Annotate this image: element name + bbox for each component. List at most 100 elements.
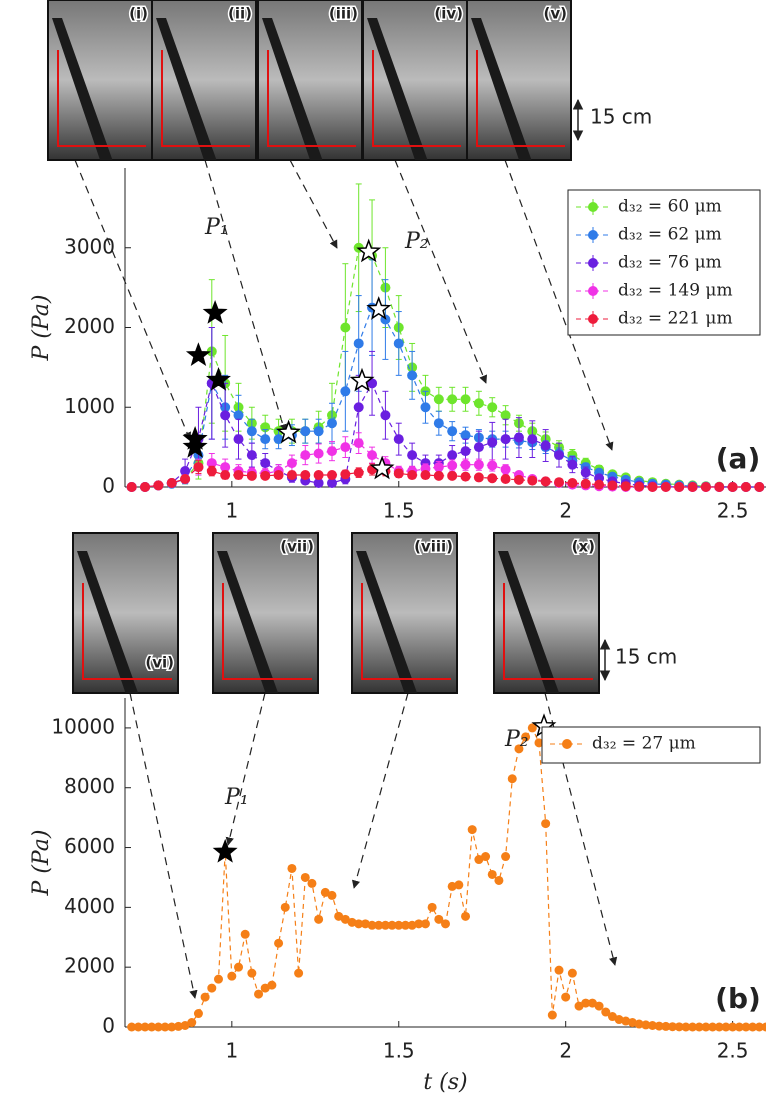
star-marker xyxy=(182,425,208,450)
data-point xyxy=(193,462,204,473)
x-tick-label: 1 xyxy=(225,499,238,523)
data-point xyxy=(521,732,531,742)
data-point xyxy=(340,386,351,397)
data-point xyxy=(127,1022,137,1032)
data-point xyxy=(694,1022,704,1032)
data-point xyxy=(647,482,658,492)
arrow xyxy=(504,159,614,451)
data-point xyxy=(527,723,537,733)
data-point xyxy=(527,434,538,445)
scale-label: 15 cm xyxy=(615,645,677,669)
data-point xyxy=(561,992,571,1002)
data-point xyxy=(153,1022,163,1032)
data-point xyxy=(326,478,337,489)
plot-area xyxy=(126,183,765,492)
data-point xyxy=(501,852,511,862)
data-point xyxy=(387,920,397,930)
data-point xyxy=(354,919,364,929)
data-point xyxy=(407,450,418,461)
data-point xyxy=(433,462,444,473)
frame-line xyxy=(57,50,146,147)
data-point xyxy=(447,450,458,461)
arrows xyxy=(74,159,618,999)
data-point xyxy=(607,480,618,491)
data-point xyxy=(701,1022,711,1032)
panel-id: (iv) xyxy=(434,5,463,23)
star-marker xyxy=(185,342,211,367)
data-point xyxy=(233,470,244,481)
panel-id: (vii) xyxy=(280,538,314,556)
data-point xyxy=(654,1021,664,1031)
data-point xyxy=(274,938,284,948)
data-point xyxy=(287,863,297,873)
data-point xyxy=(567,459,578,470)
y-axis-label: P (Pa) xyxy=(29,830,54,897)
data-point xyxy=(487,869,497,879)
data-point xyxy=(393,434,404,445)
panel-id: (v) xyxy=(544,5,568,23)
data-point xyxy=(367,450,378,461)
data-point xyxy=(534,738,544,748)
data-point xyxy=(460,471,471,482)
data-point xyxy=(674,482,685,492)
data-point xyxy=(734,1022,744,1032)
data-point xyxy=(460,459,471,470)
frame-line xyxy=(503,583,593,680)
data-point xyxy=(407,470,418,481)
legend: d₃₂ = 60 μm d₃₂ = 62 μm d₃₂ = 76 μm d₃₂ = 1… xyxy=(567,189,761,336)
data-point xyxy=(340,322,351,333)
star-marker xyxy=(182,433,208,458)
data-point xyxy=(594,479,605,490)
data-point xyxy=(507,774,517,784)
legend-box xyxy=(567,189,761,336)
data-point xyxy=(420,402,431,413)
data-point xyxy=(714,482,725,492)
data-point xyxy=(206,458,217,469)
panel-label: (a) xyxy=(716,442,761,475)
panel-id: (i) xyxy=(129,5,148,23)
data-point xyxy=(500,464,511,475)
data-point xyxy=(487,402,498,413)
data-point xyxy=(728,1022,738,1032)
plate xyxy=(356,551,418,693)
data-point xyxy=(500,474,511,485)
data-point xyxy=(580,467,591,478)
x-tick-label: 2.5 xyxy=(717,499,749,523)
frame-line xyxy=(361,583,451,680)
plate xyxy=(77,551,139,693)
x-tick-label: 1.5 xyxy=(383,1039,415,1063)
photo xyxy=(351,532,458,694)
frame-line xyxy=(222,583,312,680)
data-point xyxy=(500,410,511,421)
data-point xyxy=(227,971,237,981)
data-point xyxy=(601,1007,611,1017)
frame-line xyxy=(82,583,172,680)
data-point xyxy=(514,744,524,754)
data-point xyxy=(286,458,297,469)
data-point xyxy=(447,426,458,437)
data-point xyxy=(620,481,631,492)
data-point xyxy=(487,460,498,471)
star-marker xyxy=(369,455,395,480)
legend: d₃₂ = 27 μm xyxy=(541,726,761,764)
data-point xyxy=(273,470,284,481)
data-point xyxy=(326,418,337,429)
image-panel: (iii) xyxy=(257,0,363,161)
plate xyxy=(262,18,323,160)
data-point xyxy=(740,482,751,492)
plate xyxy=(52,18,113,160)
data-point xyxy=(727,482,738,492)
data-point xyxy=(540,440,551,451)
data-point xyxy=(634,481,645,492)
y-tick-label: 4000 xyxy=(64,894,115,918)
data-point xyxy=(233,434,244,445)
x-tick-label: 1.5 xyxy=(383,499,415,523)
data-point xyxy=(207,983,217,993)
data-point xyxy=(280,902,290,912)
data-point xyxy=(473,472,484,483)
peak-label: P₁ xyxy=(224,785,249,810)
legend-label: d₃₂ = 62 μm xyxy=(618,225,722,245)
data-point xyxy=(246,426,257,437)
legend-label: d₃₂ = 149 μm xyxy=(618,281,733,301)
data-point xyxy=(326,446,337,457)
